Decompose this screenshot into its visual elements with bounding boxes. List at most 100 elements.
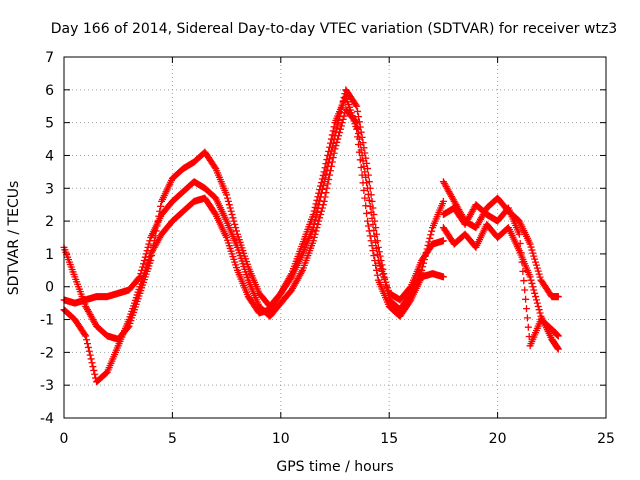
data-point <box>319 201 327 209</box>
data-point <box>319 171 327 179</box>
data-point <box>352 101 360 109</box>
data-point <box>326 171 334 179</box>
data-point <box>338 119 346 127</box>
y-tick-label: 3 <box>45 181 54 197</box>
data-point <box>368 214 376 222</box>
data-point <box>145 240 153 248</box>
data-point <box>326 143 334 151</box>
data-point <box>330 123 338 131</box>
data-point <box>317 182 325 190</box>
data-point <box>287 271 295 279</box>
data-point <box>310 234 318 241</box>
data-point <box>327 135 335 143</box>
x-tick-label: 15 <box>380 431 398 447</box>
data-point <box>353 102 361 110</box>
data-point <box>146 237 154 245</box>
data-point <box>313 196 321 204</box>
data-point <box>140 256 148 264</box>
data-point <box>368 242 376 250</box>
data-point <box>317 179 325 187</box>
data-point <box>515 230 523 238</box>
data-point <box>355 148 363 156</box>
data-point <box>321 164 329 172</box>
series-6 <box>439 201 562 350</box>
data-point <box>517 249 525 257</box>
data-point <box>358 171 366 179</box>
data-point <box>322 160 330 168</box>
data-point <box>532 258 540 266</box>
data-point <box>325 147 333 155</box>
data-point <box>523 305 531 313</box>
series-3 <box>60 92 447 386</box>
data-point <box>336 125 344 133</box>
data-point <box>333 138 341 146</box>
data-point <box>323 184 331 192</box>
data-points <box>60 86 562 386</box>
grid-layer <box>64 57 606 418</box>
data-point <box>373 271 381 279</box>
data-point <box>224 197 232 205</box>
y-tick-label: -2 <box>40 345 54 361</box>
data-point <box>313 224 321 232</box>
y-tick-label: 0 <box>45 280 54 296</box>
data-point <box>139 260 147 268</box>
data-point <box>360 186 368 194</box>
data-point <box>427 231 435 239</box>
data-point <box>85 347 93 355</box>
data-point <box>354 113 362 121</box>
axes-layer: 0 5 10 15 20 25 -4 -3 -2 -1 0 1 2 3 4 5 6 7 <box>40 50 615 447</box>
data-point <box>324 151 332 159</box>
data-point <box>532 296 540 304</box>
data-point <box>233 227 241 235</box>
data-point <box>329 154 337 162</box>
data-point <box>529 283 537 291</box>
plot-frame <box>63 56 607 419</box>
data-point <box>365 196 373 204</box>
data-point <box>532 293 540 301</box>
data-point <box>309 237 317 245</box>
data-point <box>439 273 447 281</box>
data-point <box>157 202 165 210</box>
data-point <box>331 145 339 153</box>
data-point <box>314 193 322 201</box>
data-point <box>332 142 340 150</box>
data-point <box>81 331 89 339</box>
data-point <box>524 323 532 331</box>
data-point <box>330 149 338 157</box>
data-point <box>523 314 531 322</box>
data-point <box>320 168 328 176</box>
data-point <box>223 191 231 199</box>
y-tick-label: 5 <box>45 116 54 132</box>
data-point <box>354 133 362 141</box>
data-point <box>364 190 372 198</box>
data-point <box>230 217 238 225</box>
data-point <box>528 279 536 287</box>
data-point <box>363 209 371 217</box>
data-point <box>90 366 98 374</box>
data-point <box>531 289 539 297</box>
x-tick-label: 20 <box>489 431 507 447</box>
data-point <box>428 227 436 235</box>
data-point <box>356 156 364 164</box>
y-tick-label: -4 <box>40 411 54 427</box>
data-point <box>315 217 323 225</box>
data-point <box>516 240 524 248</box>
data-point <box>88 359 96 367</box>
data-point <box>211 163 219 171</box>
y-tick-label: -3 <box>40 378 54 394</box>
data-point <box>520 277 528 285</box>
data-point <box>323 156 331 164</box>
data-point <box>337 122 345 130</box>
data-point <box>369 247 377 255</box>
data-point <box>86 351 94 359</box>
data-point <box>518 258 526 266</box>
data-point <box>361 194 369 202</box>
data-point <box>529 249 537 257</box>
y-tick-label: 1 <box>45 247 54 263</box>
data-point <box>554 345 562 353</box>
data-point <box>554 332 562 340</box>
data-point <box>231 220 239 228</box>
data-point <box>321 193 329 201</box>
data-point <box>366 232 374 240</box>
